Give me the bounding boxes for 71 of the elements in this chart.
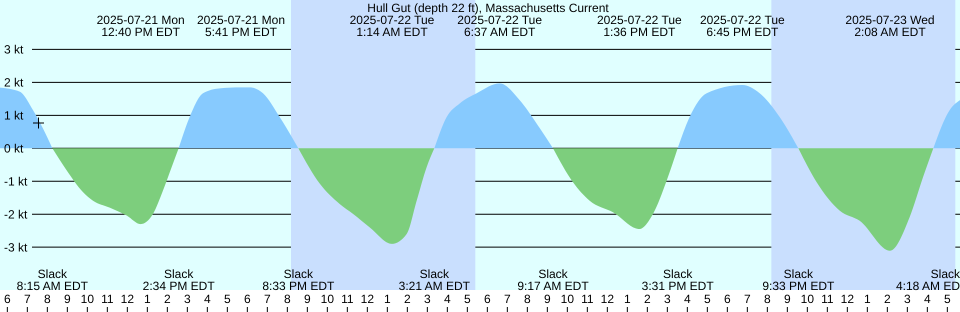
annotation: Slack 3:31 PM EDT — [642, 267, 714, 293]
x-tick-label: 7 — [504, 292, 511, 306]
x-tick-label: 1 — [144, 292, 151, 306]
x-tick-label: 5 — [944, 292, 951, 306]
x-tick-label: 8 — [764, 292, 771, 306]
y-tick-label: -3 kt — [4, 240, 28, 254]
x-tick-label: 2 — [644, 292, 651, 306]
x-tick-label: 9 — [304, 292, 311, 306]
x-tick-label: 2 — [884, 292, 891, 306]
x-tick-label: 5 — [704, 292, 711, 306]
annotation: 2025-07-22 Tue 1:36 PM EDT — [596, 13, 682, 39]
x-tick-label: 11 — [101, 292, 114, 306]
x-tick-label: 7 — [24, 292, 31, 306]
x-tick-label: 12 — [840, 292, 854, 306]
x-tick-label: 6 — [724, 292, 731, 306]
x-tick-label: 6 — [484, 292, 491, 306]
x-tick-label: 5 — [464, 292, 471, 306]
y-tick-label: 0 kt — [4, 142, 24, 156]
x-tick-label: 11 — [341, 292, 354, 306]
x-tick-label: 7 — [744, 292, 751, 306]
x-tick-label: 3 — [664, 292, 671, 306]
x-tick-label: 11 — [821, 292, 834, 306]
x-tick-label: 12 — [120, 292, 134, 306]
x-tick-label: 6 — [4, 292, 11, 306]
x-tick-label: 4 — [444, 292, 451, 306]
x-tick-label: 9 — [64, 292, 71, 306]
x-tick-label: 2 — [404, 292, 411, 306]
x-tick-label: 10 — [800, 292, 814, 306]
annotation: 2025-07-23 Wed 2:08 AM EDT — [845, 13, 935, 39]
y-tick-label: 2 kt — [4, 76, 24, 90]
x-tick-label: 8 — [524, 292, 531, 306]
x-tick-label: 10 — [560, 292, 574, 306]
x-tick-label: 12 — [360, 292, 374, 306]
annotation: 2025-07-22 Tue 1:14 AM EDT — [350, 13, 435, 39]
x-tick-label: 11 — [581, 292, 594, 306]
x-tick-label: 10 — [80, 292, 94, 306]
x-tick-label: 9 — [784, 292, 791, 306]
x-tick-label: 1 — [624, 292, 631, 306]
x-tick-label: 4 — [924, 292, 931, 306]
annotation: Slack 9:33 PM EDT — [762, 267, 836, 293]
x-tick-label: 5 — [224, 292, 231, 306]
x-tick-label: 2 — [164, 292, 171, 306]
x-tick-label: 8 — [44, 292, 51, 306]
x-tick-label: 6 — [244, 292, 251, 306]
x-tick-label: 4 — [204, 292, 211, 306]
annotation: Slack 8:15 AM EDT — [16, 267, 89, 293]
annotation: 2025-07-21 Mon 12:40 PM EDT — [96, 13, 185, 39]
x-tick-label: 10 — [320, 292, 334, 306]
y-tick-label: 1 kt — [4, 108, 24, 123]
x-tick-label: 3 — [184, 292, 191, 306]
x-tick-label: 8 — [284, 292, 291, 306]
annotation: 2025-07-21 Mon 5:41 PM EDT — [196, 13, 286, 39]
x-tick-label: 7 — [264, 292, 271, 306]
y-tick-label: -1 kt — [4, 174, 28, 189]
y-tick-label: 3 kt — [4, 42, 24, 57]
x-tick-label: 3 — [904, 292, 911, 306]
x-tick-label: 12 — [600, 292, 614, 306]
x-tick-label: 9 — [544, 292, 551, 306]
annotation: Slack 8:33 PM EDT — [262, 267, 336, 293]
x-tick-label: 1 — [864, 292, 871, 306]
x-tick-label: 4 — [684, 292, 691, 306]
annotation: 2025-07-22 Tue 6:37 AM EDT — [457, 13, 542, 39]
x-tick-label: 1 — [384, 292, 391, 306]
y-tick-label: -2 kt — [4, 207, 28, 222]
annotation: Slack 2:34 PM EDT — [142, 267, 216, 293]
annotation: Slack 3:21 AM EDT — [398, 267, 471, 293]
annotation: 2025-07-22 Tue 6:45 PM EDT — [700, 13, 786, 39]
annotation: Slack 9:17 AM EDT — [517, 267, 590, 293]
chart-title: Hull Gut (depth 22 ft), Massachusetts Current — [367, 1, 610, 15]
annotation: Slack 4:18 AM ED — [896, 267, 960, 293]
x-tick-label: 3 — [424, 292, 431, 306]
